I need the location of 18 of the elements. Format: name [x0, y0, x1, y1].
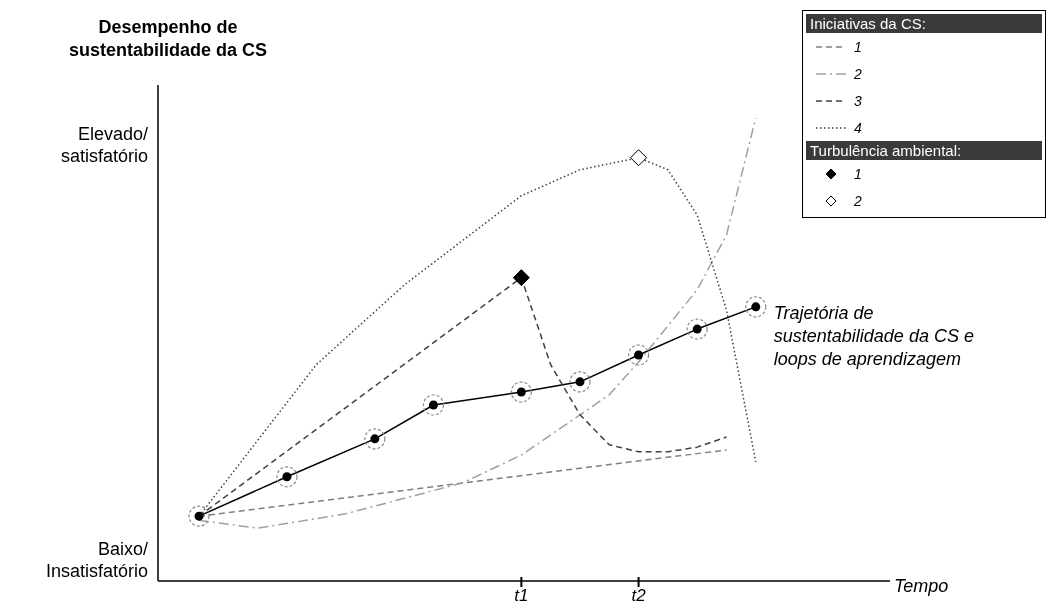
legend-label: 3 — [854, 92, 862, 109]
legend-label: 1 — [854, 38, 862, 55]
legend-title: Iniciativas da CS: — [806, 14, 1042, 33]
legend-label: 1 — [854, 165, 862, 182]
text: Tempo — [894, 576, 949, 597]
y-axis-title: Desempenho de sustentabilidade da CS — [67, 16, 268, 62]
legend-label: 2 — [854, 192, 862, 209]
series-label: Trajetória de sustentabilidade da CS e loops de aprendizagem — [773, 302, 974, 369]
x-tick-label: t2 — [631, 586, 647, 605]
text: Elevado/satisfatório — [60, 123, 148, 167]
point — [630, 149, 648, 167]
text: Baixo/Insatisfatório — [45, 538, 148, 582]
legend-label: 4 — [854, 119, 862, 136]
point — [512, 269, 530, 287]
text: Turbulência ambiental: — [806, 141, 1042, 160]
legend-label: 2 — [854, 65, 862, 82]
point — [188, 505, 210, 527]
x-tick-label: t1 — [514, 586, 529, 605]
